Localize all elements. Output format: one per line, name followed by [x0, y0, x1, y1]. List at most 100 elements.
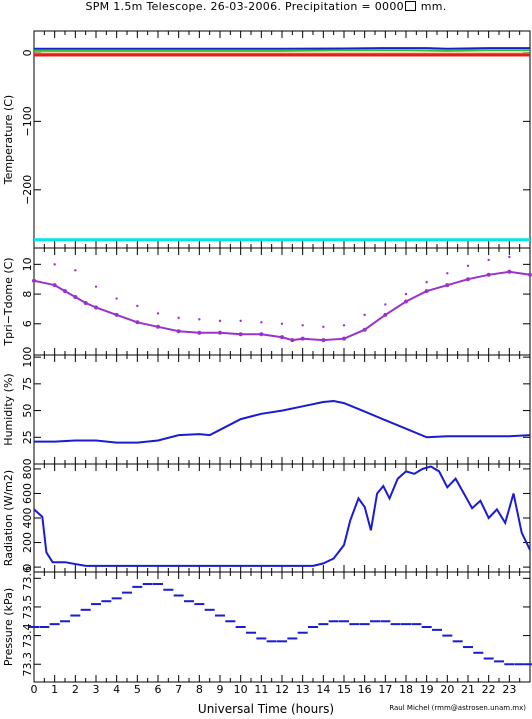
series-line-blue	[34, 399, 531, 444]
x-tick-label: 0	[31, 683, 38, 696]
data-point	[432, 628, 442, 631]
data-point	[525, 663, 532, 666]
y-axis-label: Tpri−Tdome (C)	[2, 257, 15, 346]
title-box-glyph	[404, 1, 416, 11]
series-line-blue	[33, 465, 531, 567]
data-point	[204, 608, 215, 611]
y-tick-label: 6	[21, 320, 34, 327]
data-point	[39, 626, 50, 628]
data-point	[483, 657, 494, 660]
data-point	[177, 316, 180, 320]
y-tick-label: 73.5	[21, 595, 34, 620]
data-point	[49, 623, 60, 626]
data-point	[308, 626, 318, 628]
data-point	[156, 312, 160, 315]
y-tick-label: 200	[21, 532, 34, 553]
data-point	[508, 255, 511, 259]
x-tick-label: 12	[275, 683, 289, 696]
data-point	[359, 623, 370, 626]
x-tick-label: 8	[196, 683, 203, 696]
x-tick-label: 9	[217, 683, 224, 696]
x-tick-label: 13	[296, 683, 310, 696]
data-point	[301, 324, 304, 327]
data-point	[256, 637, 267, 640]
data-point	[504, 663, 515, 666]
data-point	[297, 631, 308, 634]
data-point	[384, 303, 387, 306]
data-point	[153, 583, 163, 586]
data-point	[94, 285, 98, 288]
data-point	[184, 600, 194, 603]
data-point	[452, 640, 463, 643]
x-tick-label: 11	[254, 683, 268, 696]
credit-text: Raul Michel (rmm@astrosen.unam.mx)	[389, 704, 526, 712]
x-axis-label: Universal Time (hours)	[197, 702, 335, 716]
series-line-blue	[34, 47, 530, 50]
data-point	[136, 304, 139, 308]
x-tick-label: 5	[134, 683, 141, 696]
data-point	[446, 272, 449, 275]
x-tick-label: 7	[175, 683, 182, 696]
panel-frame	[33, 571, 531, 683]
data-point	[463, 646, 473, 649]
data-point	[322, 325, 325, 328]
x-tick-label: 21	[461, 683, 475, 696]
x-tick-label: 20	[440, 683, 454, 696]
data-point	[487, 258, 490, 262]
data-point	[425, 280, 428, 284]
title-suffix: mm.	[416, 0, 447, 13]
panel-frame	[33, 354, 531, 465]
x-tick-label: 1	[51, 683, 58, 696]
data-point	[287, 637, 298, 640]
y-tick-label: 8	[21, 291, 34, 298]
data-point	[225, 620, 236, 623]
x-tick-label: 10	[234, 683, 248, 696]
data-point	[74, 269, 77, 272]
series-trend	[33, 270, 531, 342]
y-tick-label: 73.4	[21, 623, 34, 648]
data-point	[390, 623, 401, 626]
data-point	[473, 651, 484, 654]
y-axis-label: Temperature (C)	[2, 95, 15, 185]
data-point	[60, 620, 70, 623]
data-point	[80, 608, 91, 611]
data-point	[370, 620, 380, 623]
y-tick-label: −200	[21, 175, 34, 205]
x-tick-label: 3	[93, 683, 100, 696]
data-point	[111, 597, 122, 600]
x-tick-label: 16	[358, 683, 372, 696]
data-point	[339, 620, 349, 623]
data-point	[349, 623, 360, 626]
y-tick-label: 73.6	[21, 566, 34, 591]
series-line-green	[34, 49, 530, 52]
data-point	[132, 585, 143, 588]
data-point	[266, 640, 277, 643]
y-tick-label: 10	[21, 257, 34, 271]
y-tick-label: 25	[21, 430, 34, 444]
y-tick-label: 73.3	[21, 652, 34, 677]
data-point	[115, 297, 118, 300]
data-point	[173, 594, 184, 597]
x-tick-label: 19	[420, 683, 434, 696]
y-tick-label: 0	[21, 564, 34, 571]
data-point	[194, 603, 205, 606]
data-point	[421, 626, 432, 628]
data-point	[235, 626, 246, 628]
data-point	[442, 634, 453, 637]
y-axis-label: Pressure (kPa)	[2, 588, 15, 666]
x-tick-label: 23	[502, 683, 516, 696]
title-text: SPM 1.5m Telescope. 26-03-2006. Precipit…	[85, 0, 404, 13]
y-tick-label: −100	[21, 106, 34, 136]
data-point	[239, 319, 242, 323]
data-point	[260, 321, 263, 324]
y-axis-label: Humidity (%)	[2, 373, 15, 445]
data-point	[328, 620, 339, 623]
y-tick-label: 600	[21, 483, 34, 504]
data-point	[494, 660, 504, 663]
x-tick-label: 17	[378, 683, 392, 696]
data-point	[318, 623, 329, 626]
data-point	[466, 264, 470, 268]
y-tick-label: 400	[21, 508, 34, 529]
x-tick-label: 15	[337, 683, 351, 696]
y-tick-label: 0	[21, 49, 34, 56]
